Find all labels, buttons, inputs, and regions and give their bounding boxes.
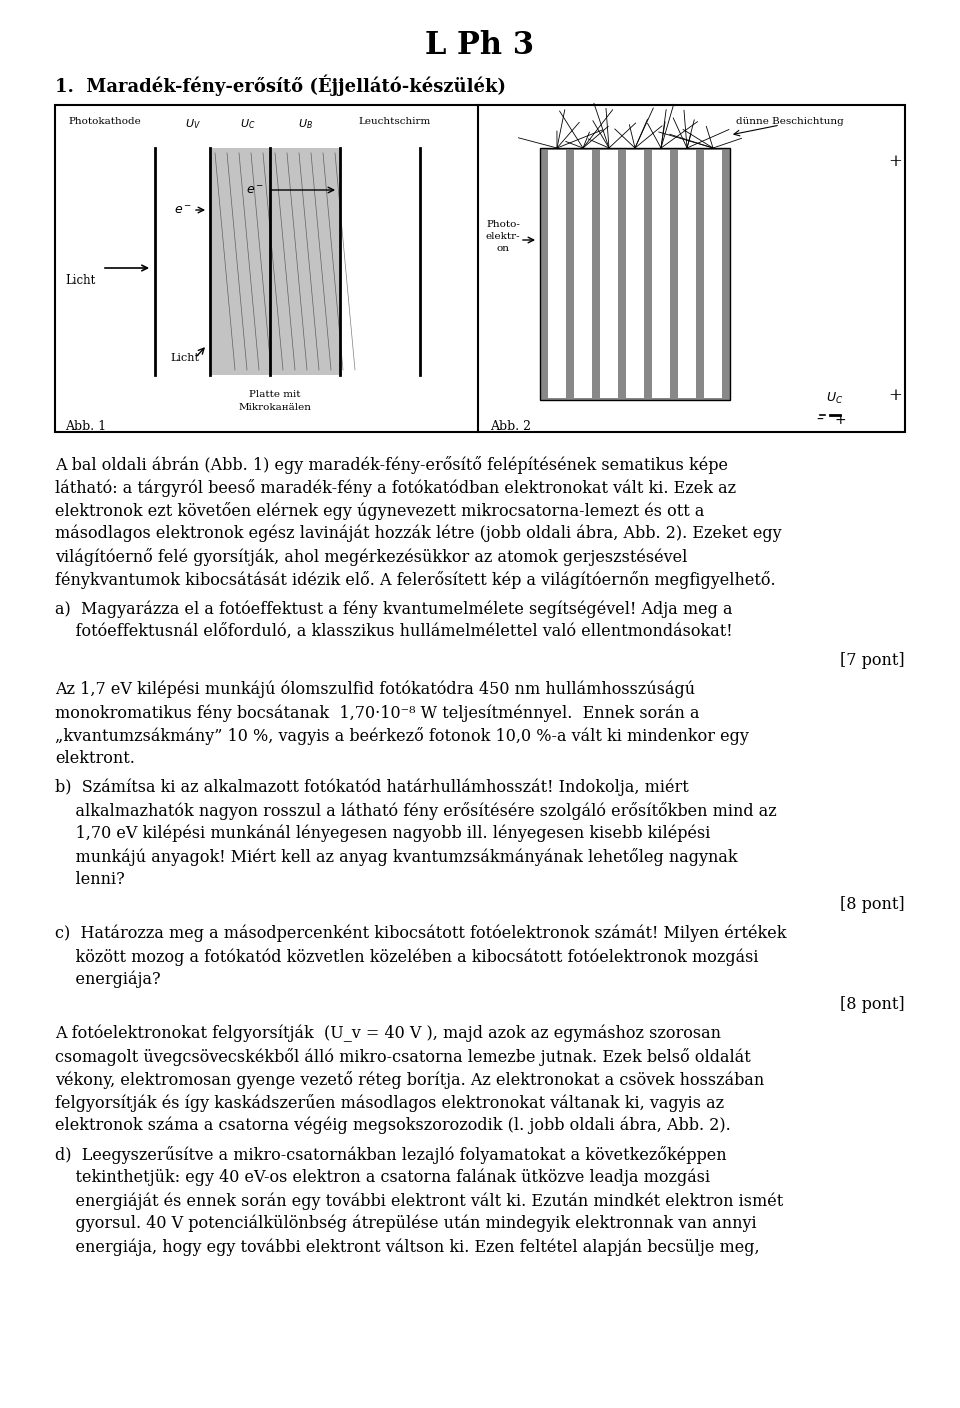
Bar <box>210 148 340 375</box>
Text: A bal oldali ábrán (Abb. 1) egy maradék-fény-erősítő felépítésének sematikus kép: A bal oldali ábrán (Abb. 1) egy maradék-… <box>55 456 728 474</box>
Text: dünne Beschichtung: dünne Beschichtung <box>736 117 844 125</box>
Text: [7 pont]: [7 pont] <box>840 652 905 669</box>
Text: másodlagos elektronok egész lavináját hozzák létre (jobb oldali ábra, Abb. 2). E: másodlagos elektronok egész lavináját ho… <box>55 525 781 542</box>
Bar <box>600 151 618 398</box>
Text: +: + <box>834 413 846 427</box>
Text: között mozog a fotókatód közvetlen közelében a kibocsátott fotóelektronok mozgás: között mozog a fotókatód közvetlen közel… <box>55 948 758 966</box>
Bar <box>678 151 696 398</box>
Text: lenni?: lenni? <box>55 872 125 888</box>
Text: elektront.: elektront. <box>55 750 134 767</box>
Text: Abb. 2: Abb. 2 <box>490 420 531 434</box>
Text: [8 pont]: [8 pont] <box>840 995 905 1012</box>
Text: 1,70 eV kilépési munkánál lényegesen nagyobb ill. lényegesen kisebb kilépési: 1,70 eV kilépési munkánál lényegesen nag… <box>55 825 710 842</box>
Text: $U_C$: $U_C$ <box>827 390 844 406</box>
Bar <box>540 148 730 400</box>
Bar <box>55 106 905 432</box>
Text: vékony, elektromosan gyenge vezető réteg borítja. Az elektronokat a csövek hossz: vékony, elektromosan gyenge vezető réteg… <box>55 1071 764 1088</box>
Text: alkalmazhatók nagyon rosszul a látható fény erősítésére szolgáló erősítőkben min: alkalmazhatók nagyon rosszul a látható f… <box>55 803 777 819</box>
Text: 1.  Maradék-fény-erősítő (Éjjellátó-készülék): 1. Maradék-fény-erősítő (Éjjellátó-készü… <box>55 75 506 97</box>
Text: a)  Magyarázza el a fotóeffektust a fény kvantumelmélete segítségével! Adja meg : a) Magyarázza el a fotóeffektust a fény … <box>55 600 732 618</box>
Text: energiája?: energiája? <box>55 972 160 988</box>
Text: fénykvantumok kibocsátását idézik elő. A felerősített kép a világítóernőn megfig: fénykvantumok kibocsátását idézik elő. A… <box>55 572 776 589</box>
Text: gyorsul. 40 V potenciálkülönbség átrepülése után mindegyik elektronnak van annyi: gyorsul. 40 V potenciálkülönbség átrepül… <box>55 1215 756 1232</box>
Text: on: on <box>496 244 510 253</box>
Text: energiája, hogy egy további elektront váltson ki. Ezen feltétel alapján becsülje: energiája, hogy egy további elektront vá… <box>55 1238 759 1256</box>
Text: c)  Határozza meg a másodpercenként kibocsátott fotóelektronok számát! Milyen ér: c) Határozza meg a másodpercenként kiboc… <box>55 925 786 942</box>
Text: +: + <box>888 387 902 404</box>
Text: Mikrokанälen: Mikrokанälen <box>238 403 311 413</box>
Text: Licht: Licht <box>65 273 95 286</box>
Text: „kvantumzsákmány” 10 %, vagyis a beérkező fotonok 10,0 %-a vált ki mindenkor egy: „kvantumzsákmány” 10 %, vagyis a beérkez… <box>55 727 749 745</box>
Text: A fotóelektronokat felgyorsítják  (U_v = 40 V ), majd azok az egymáshoz szorosan: A fotóelektronokat felgyorsítják (U_v = … <box>55 1025 721 1042</box>
Text: $e^-$: $e^-$ <box>246 183 264 197</box>
Text: Licht: Licht <box>171 353 200 363</box>
Text: energiáját és ennek során egy további elektront vált ki. Ezután mindkét elektron: energiáját és ennek során egy további el… <box>55 1193 783 1209</box>
Text: csomagolt üvegcsövecskékből álló mikro-csatorna lemezbe jutnak. Ezek belső oldal: csomagolt üvegcsövecskékből álló mikro-c… <box>55 1048 751 1066</box>
Text: látható: a tárgyról beeső maradék-fény a fotókatódban elektronokat vált ki. Ezek: látható: a tárgyról beeső maradék-fény a… <box>55 479 736 497</box>
Text: L Ph 3: L Ph 3 <box>425 30 535 61</box>
Text: +: + <box>888 153 902 170</box>
Text: $U_B$: $U_B$ <box>298 117 313 131</box>
Bar <box>626 151 644 398</box>
Text: felgyorsítják és így kaskádszerűen másodlagos elektronokat váltanak ki, vagyis a: felgyorsítják és így kaskádszerűen másod… <box>55 1094 724 1112</box>
Text: elektronok ezt követően elérnek egy úgynevezett mikrocsatorna-lemezt és ott a: elektronok ezt követően elérnek egy úgyn… <box>55 503 705 520</box>
Text: monokromatikus fény bocsátanak  1,70·10⁻⁸ W teljesítménnyel.  Ennek során a: monokromatikus fény bocsátanak 1,70·10⁻⁸… <box>55 704 700 721</box>
Text: fotóeffektusnál előforduló, a klasszikus hullámelmélettel való ellentmondásokat!: fotóeffektusnál előforduló, a klasszikus… <box>55 622 732 641</box>
Text: [8 pont]: [8 pont] <box>840 895 905 912</box>
Text: $U_C$: $U_C$ <box>240 117 255 131</box>
Text: tekinthetjük: egy 40 eV-os elektron a csatorna falának ütközve leadja mozgási: tekinthetjük: egy 40 eV-os elektron a cs… <box>55 1169 710 1187</box>
Text: elektronok száma a csatorna végéig megsokszorozodik (l. jobb oldali ábra, Abb. 2: elektronok száma a csatorna végéig megso… <box>55 1117 731 1135</box>
Text: Photokathode: Photokathode <box>68 117 141 125</box>
Text: munkájú anyagok! Miért kell az anyag kvantumzsákmányának lehetőleg nagynak: munkájú anyagok! Miért kell az anyag kva… <box>55 848 737 866</box>
Text: Abb. 1: Abb. 1 <box>65 420 107 434</box>
Bar <box>652 151 670 398</box>
Text: Platte mit: Platte mit <box>250 390 300 398</box>
Text: –: – <box>817 413 824 427</box>
Text: Photo-: Photo- <box>486 220 520 230</box>
Bar <box>574 151 592 398</box>
Bar <box>548 151 566 398</box>
Text: elektr-: elektr- <box>486 232 520 241</box>
Text: Leuchtschirm: Leuchtschirm <box>359 117 431 125</box>
Bar <box>704 151 722 398</box>
Text: d)  Leegyszerűsítve a mikro-csatornákban lezajló folyamatokat a következőképpen: d) Leegyszerűsítve a mikro-csatornákban … <box>55 1146 727 1164</box>
Text: b)  Számítsa ki az alkalmazott fotókatód határhullámhosszát! Indokolja, miért: b) Számítsa ki az alkalmazott fotókatód … <box>55 779 688 797</box>
Text: Az 1,7 eV kilépési munkájú ólomszulfid fotókatódra 450 nm hullámhosszúságú: Az 1,7 eV kilépési munkájú ólomszulfid f… <box>55 681 695 698</box>
Text: $e^-$: $e^-$ <box>174 204 192 217</box>
Text: $U_V$: $U_V$ <box>185 117 201 131</box>
Text: világítóernő felé gyorsítják, ahol megérkezésükkor az atomok gerjeszstésével: világítóernő felé gyorsítják, ahol megér… <box>55 548 687 566</box>
